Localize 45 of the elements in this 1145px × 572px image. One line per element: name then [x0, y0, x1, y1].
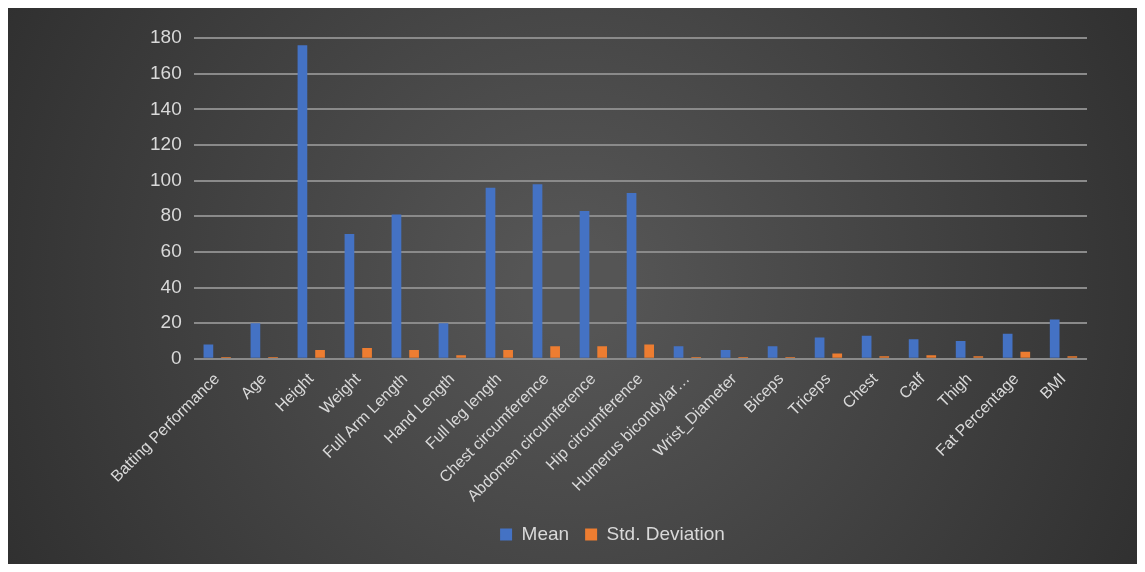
bar [626, 193, 637, 358]
bar [391, 214, 402, 358]
bar [832, 353, 843, 358]
bar [673, 346, 684, 358]
bar [908, 339, 919, 358]
bar [344, 234, 355, 358]
bar [409, 349, 419, 358]
bar [438, 323, 449, 358]
bar [550, 346, 560, 358]
y-tick-label: 20 [160, 311, 182, 333]
bar [250, 323, 261, 358]
bar [814, 337, 825, 358]
bar [926, 355, 937, 358]
bar [597, 346, 607, 358]
x-tick-label: Age [237, 369, 270, 402]
bar [362, 348, 372, 358]
bar [1049, 319, 1060, 358]
bar [644, 344, 655, 358]
y-tick-label: 0 [171, 347, 182, 369]
bar [861, 335, 872, 358]
bar [767, 346, 778, 358]
bar [579, 210, 590, 358]
bar [1002, 333, 1013, 358]
bar [532, 184, 543, 358]
bar [315, 349, 325, 358]
bar [503, 349, 513, 358]
x-tick-label: BMI [1036, 369, 1069, 402]
bar [203, 344, 214, 358]
y-tick-label: 140 [150, 97, 182, 119]
bar [456, 355, 466, 358]
y-tick-label: 160 [150, 61, 182, 83]
y-tick-label: 40 [160, 275, 182, 297]
bar [1020, 351, 1031, 358]
bar [955, 340, 966, 358]
legend-label: Std. Deviation [606, 522, 725, 544]
x-tick-label: Calf [895, 369, 929, 402]
bar [297, 45, 308, 358]
y-tick-label: 180 [150, 26, 182, 48]
bar [485, 187, 496, 358]
legend-label: Mean [521, 522, 570, 544]
y-tick-label: 60 [160, 240, 182, 262]
y-tick-label: 80 [160, 204, 182, 226]
y-tick-label: 100 [150, 168, 182, 190]
y-tick-label: 120 [150, 133, 182, 155]
bar [720, 349, 731, 358]
